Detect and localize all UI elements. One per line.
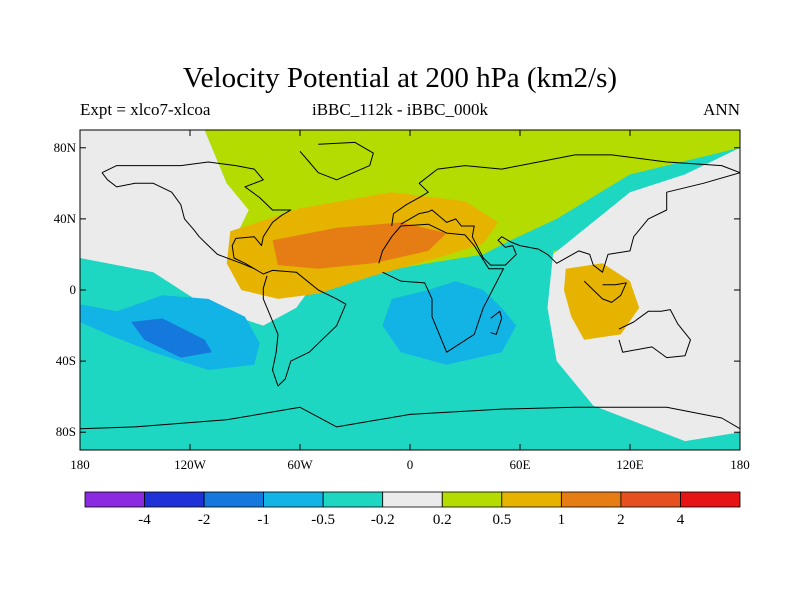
y-tick-label: 80S	[55, 424, 76, 440]
x-tick-label: 60W	[287, 457, 313, 472]
colorbar-label: -2	[197, 512, 211, 528]
colorbar-swatch	[263, 491, 324, 508]
map-plot-area	[80, 130, 740, 450]
colorbar-swatch	[144, 491, 205, 508]
y-tick-label: 40N	[53, 210, 76, 226]
x-tick-label: 180	[730, 457, 750, 472]
coastline-africa	[378, 223, 504, 353]
region-positive-atlantic-core-inner	[272, 222, 447, 269]
colorbar-label: -0.2	[370, 512, 395, 528]
coastline-greenland	[299, 141, 374, 181]
axis-ticks	[79, 130, 741, 450]
coastline-borneo-sumatra	[583, 280, 627, 303]
coastline-eurasia	[391, 154, 740, 273]
region-negative-africa	[382, 281, 517, 365]
x-tick-label: 60E	[509, 457, 531, 472]
colorbar	[84, 491, 741, 508]
y-tick-label: 0	[69, 282, 77, 297]
region-negative-south-pacific-core	[131, 318, 212, 358]
colorbar-label: 2	[617, 512, 625, 528]
season-label: ANN	[703, 100, 740, 119]
coastline-australia	[618, 309, 691, 359]
y-tick-label: 80N	[53, 139, 76, 155]
coastline-madagascar	[490, 310, 503, 335]
colorbar-swatch	[441, 491, 503, 508]
colorbar-swatch	[561, 491, 622, 508]
region-positive-indonesia-core	[564, 263, 640, 340]
colorbar-swatch	[203, 491, 265, 508]
colorbar-label: 1	[557, 512, 566, 528]
colorbar-swatch	[501, 491, 562, 508]
x-tick-label: 120E	[616, 457, 644, 472]
coastline-north-america	[101, 161, 292, 275]
colorbar-label: -1	[257, 512, 270, 528]
x-tick-label: 180	[70, 457, 90, 472]
y-tick-label: 40S	[55, 353, 76, 369]
colorbar-swatch	[382, 491, 443, 508]
colorbar-swatch	[322, 491, 384, 508]
colorbar-swatch	[620, 491, 681, 508]
colorbar-swatch	[680, 491, 741, 508]
case-difference-label: iBBC_112k - iBBC_000k	[311, 100, 488, 119]
x-tick-label: 120W	[174, 457, 206, 472]
page-title: Velocity Potential at 200 hPa (km2/s)	[182, 62, 618, 94]
colorbar-label: 0.5	[492, 512, 512, 528]
colorbar-swatch	[84, 491, 145, 508]
colorbar-label: -4	[138, 512, 151, 528]
colorbar-label: 4	[676, 512, 685, 528]
experiment-label: Expt = xlco7-xlcoa	[80, 100, 211, 119]
region-neutral-west-pacific	[547, 147, 740, 442]
colorbar-label: -0.5	[311, 512, 336, 528]
coastline-south-america	[262, 269, 347, 387]
colorbar-label: 0.2	[432, 512, 452, 528]
coastline-antarctica	[80, 406, 740, 430]
x-tick-label: 0	[406, 457, 414, 472]
